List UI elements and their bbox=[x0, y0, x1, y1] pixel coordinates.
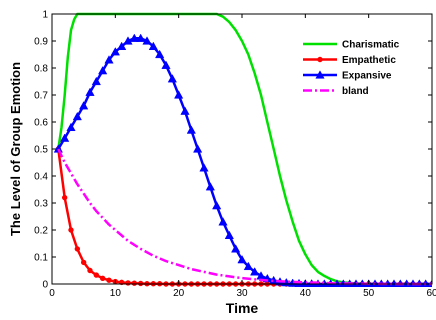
data-point-expansive bbox=[250, 267, 260, 276]
legend-label-charismatic: Charismatic bbox=[342, 40, 400, 51]
data-point-expansive bbox=[199, 163, 209, 172]
x-tick-label: 50 bbox=[363, 288, 375, 299]
x-tick-label: 30 bbox=[236, 288, 248, 299]
data-point-expansive bbox=[142, 36, 152, 45]
data-point-expansive bbox=[193, 144, 203, 153]
data-point-empathetic bbox=[93, 272, 100, 278]
data-point-empathetic bbox=[106, 277, 112, 283]
series-bland bbox=[57, 148, 432, 286]
data-point-expansive bbox=[136, 33, 146, 42]
y-axis-label: The Level of Group Emotion bbox=[8, 62, 23, 236]
legend-label-bland: bland bbox=[342, 86, 369, 97]
legend-label-expansive: Expansive bbox=[342, 71, 392, 82]
data-point-expansive bbox=[155, 49, 165, 59]
plot-area bbox=[52, 14, 432, 284]
y-tick-label: 0.4 bbox=[34, 172, 48, 183]
data-point-expansive bbox=[231, 244, 241, 253]
legend-marker-expansive bbox=[315, 70, 325, 79]
y-tick-label: 1 bbox=[42, 10, 48, 21]
data-point-empathetic bbox=[137, 280, 144, 287]
data-point-empathetic bbox=[87, 267, 93, 274]
y-tick-label: 0.5 bbox=[34, 145, 48, 156]
data-point-empathetic bbox=[61, 194, 68, 201]
data-point-expansive bbox=[237, 254, 247, 264]
data-point-expansive bbox=[53, 144, 63, 153]
data-point-empathetic bbox=[99, 275, 106, 282]
x-tick-label: 0 bbox=[49, 288, 55, 299]
legend-marker-empathetic bbox=[317, 56, 323, 63]
y-tick-label: 0.7 bbox=[34, 91, 48, 102]
ticks-layer: 0 10 20 30 40 50 60 0 0.1 0.2 0.3 0.4 0.5 0.6 0.7 0.8 0.… bbox=[34, 10, 436, 300]
x-tick-label: 40 bbox=[300, 288, 312, 299]
data-point-expansive bbox=[91, 76, 101, 86]
data-point-empathetic bbox=[80, 259, 87, 266]
data-point-expansive bbox=[186, 125, 196, 134]
data-point-expansive bbox=[72, 111, 82, 121]
data-point-expansive bbox=[110, 47, 120, 56]
y-tick-label: 0.6 bbox=[34, 118, 48, 129]
data-point-expansive bbox=[98, 65, 108, 75]
y-tick-label: 0.1 bbox=[34, 253, 48, 264]
data-point-expansive bbox=[148, 41, 158, 51]
series-line-bland bbox=[57, 148, 432, 286]
data-point-expansive bbox=[174, 90, 184, 99]
legend: Charismatic Empathetic Expansive bland bbox=[303, 40, 400, 97]
data-point-expansive bbox=[117, 41, 127, 51]
x-tick-label: 20 bbox=[173, 288, 185, 299]
data-point-expansive bbox=[218, 217, 228, 226]
data-point-expansive bbox=[224, 230, 234, 240]
data-point-expansive bbox=[79, 101, 89, 110]
data-point-expansive bbox=[60, 133, 70, 142]
x-tick-label: 60 bbox=[426, 288, 436, 299]
data-point-expansive bbox=[212, 200, 222, 210]
legend-label-empathetic: Empathetic bbox=[342, 55, 396, 66]
data-point-empathetic bbox=[74, 246, 81, 252]
data-point-empathetic bbox=[68, 227, 74, 233]
y-tick-label: 0 bbox=[42, 280, 48, 291]
y-tick-label: 0.3 bbox=[34, 199, 48, 210]
data-point-expansive bbox=[167, 74, 177, 83]
data-point-expansive bbox=[243, 261, 253, 271]
data-point-expansive bbox=[161, 60, 171, 69]
y-tick-label: 0.8 bbox=[34, 64, 48, 75]
data-point-expansive bbox=[129, 33, 139, 42]
data-point-empathetic bbox=[131, 280, 138, 286]
x-axis-label: Time bbox=[226, 300, 259, 316]
data-point-expansive bbox=[104, 55, 114, 64]
data-point-expansive bbox=[123, 36, 133, 45]
data-point-expansive bbox=[85, 87, 95, 96]
data-point-expansive bbox=[66, 122, 76, 132]
x-tick-label: 10 bbox=[110, 288, 122, 299]
y-tick-label: 0.2 bbox=[34, 226, 48, 237]
data-point-empathetic bbox=[118, 279, 125, 286]
data-point-expansive bbox=[180, 106, 190, 115]
y-tick-label: 0.9 bbox=[34, 37, 48, 48]
data-point-expansive bbox=[205, 182, 215, 191]
